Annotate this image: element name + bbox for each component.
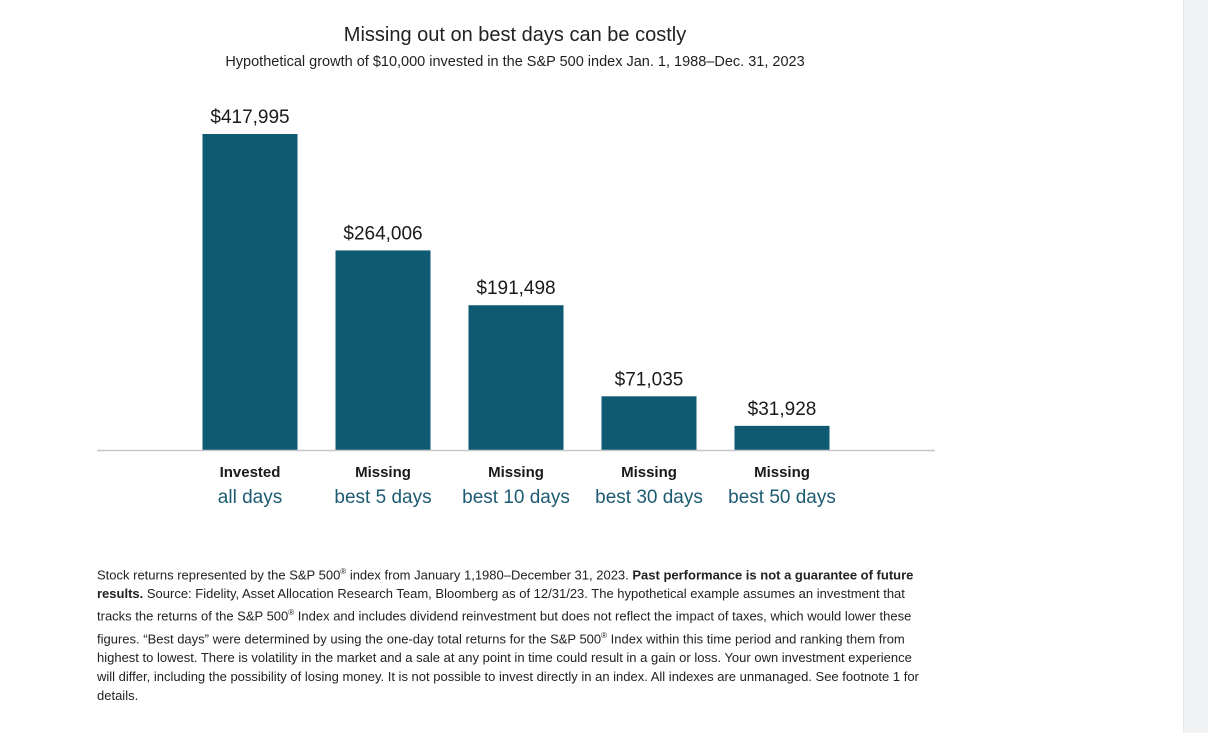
bar-value-label: $71,035 [615,369,684,390]
bar [734,425,830,450]
bar [601,396,697,450]
bar-chart: $417,995 Invested all days $264,006 Missing b… [97,107,935,508]
vertical-scrollbar[interactable] [1183,0,1208,733]
category-label-line1: Invested [220,464,281,481]
category-label-line2: best 30 days [595,487,703,508]
chart-subtitle: Hypothetical growth of $10,000 invested … [225,54,805,70]
bar [202,134,298,450]
footnote-disclaimer: Past performance is not a guarantee of f… [97,567,914,602]
bar-value-label: $191,498 [476,278,555,299]
bar-value-label: $31,928 [748,399,817,420]
category-label-line1: Missing [355,464,411,481]
registered-mark: ® [288,608,295,618]
bar [468,305,564,450]
footnote: Stock returns represented by the S&P 500… [97,562,933,705]
category-label-line2: best 5 days [334,487,431,508]
category-label-line1: Missing [621,464,677,481]
bar-value-label: $264,006 [343,223,422,244]
category-label-line2: all days [218,487,282,508]
registered-mark: ® [340,567,347,576]
category-label-line2: best 50 days [728,487,836,508]
footnote-text-1: Stock returns represented by the S&P 500 [97,567,341,583]
bar [335,250,431,450]
footnote-text-2: index from January 1,1980–December 31, 2… [346,567,633,583]
category-label-line1: Missing [488,464,544,481]
footnote-text-5: Index within this time period and rankin… [97,630,919,703]
chart-title: Missing out on best days can be costly [343,24,687,46]
bar-value-label: $417,995 [210,107,289,128]
category-label-line2: best 10 days [462,487,570,508]
footnote-text-4: Index and includes dividend reinvestment… [97,608,912,646]
footnote-text-3: Source: Fidelity, Asset Allocation Resea… [97,586,905,624]
registered-mark: ® [601,630,608,640]
category-label-line1: Missing [754,464,810,481]
